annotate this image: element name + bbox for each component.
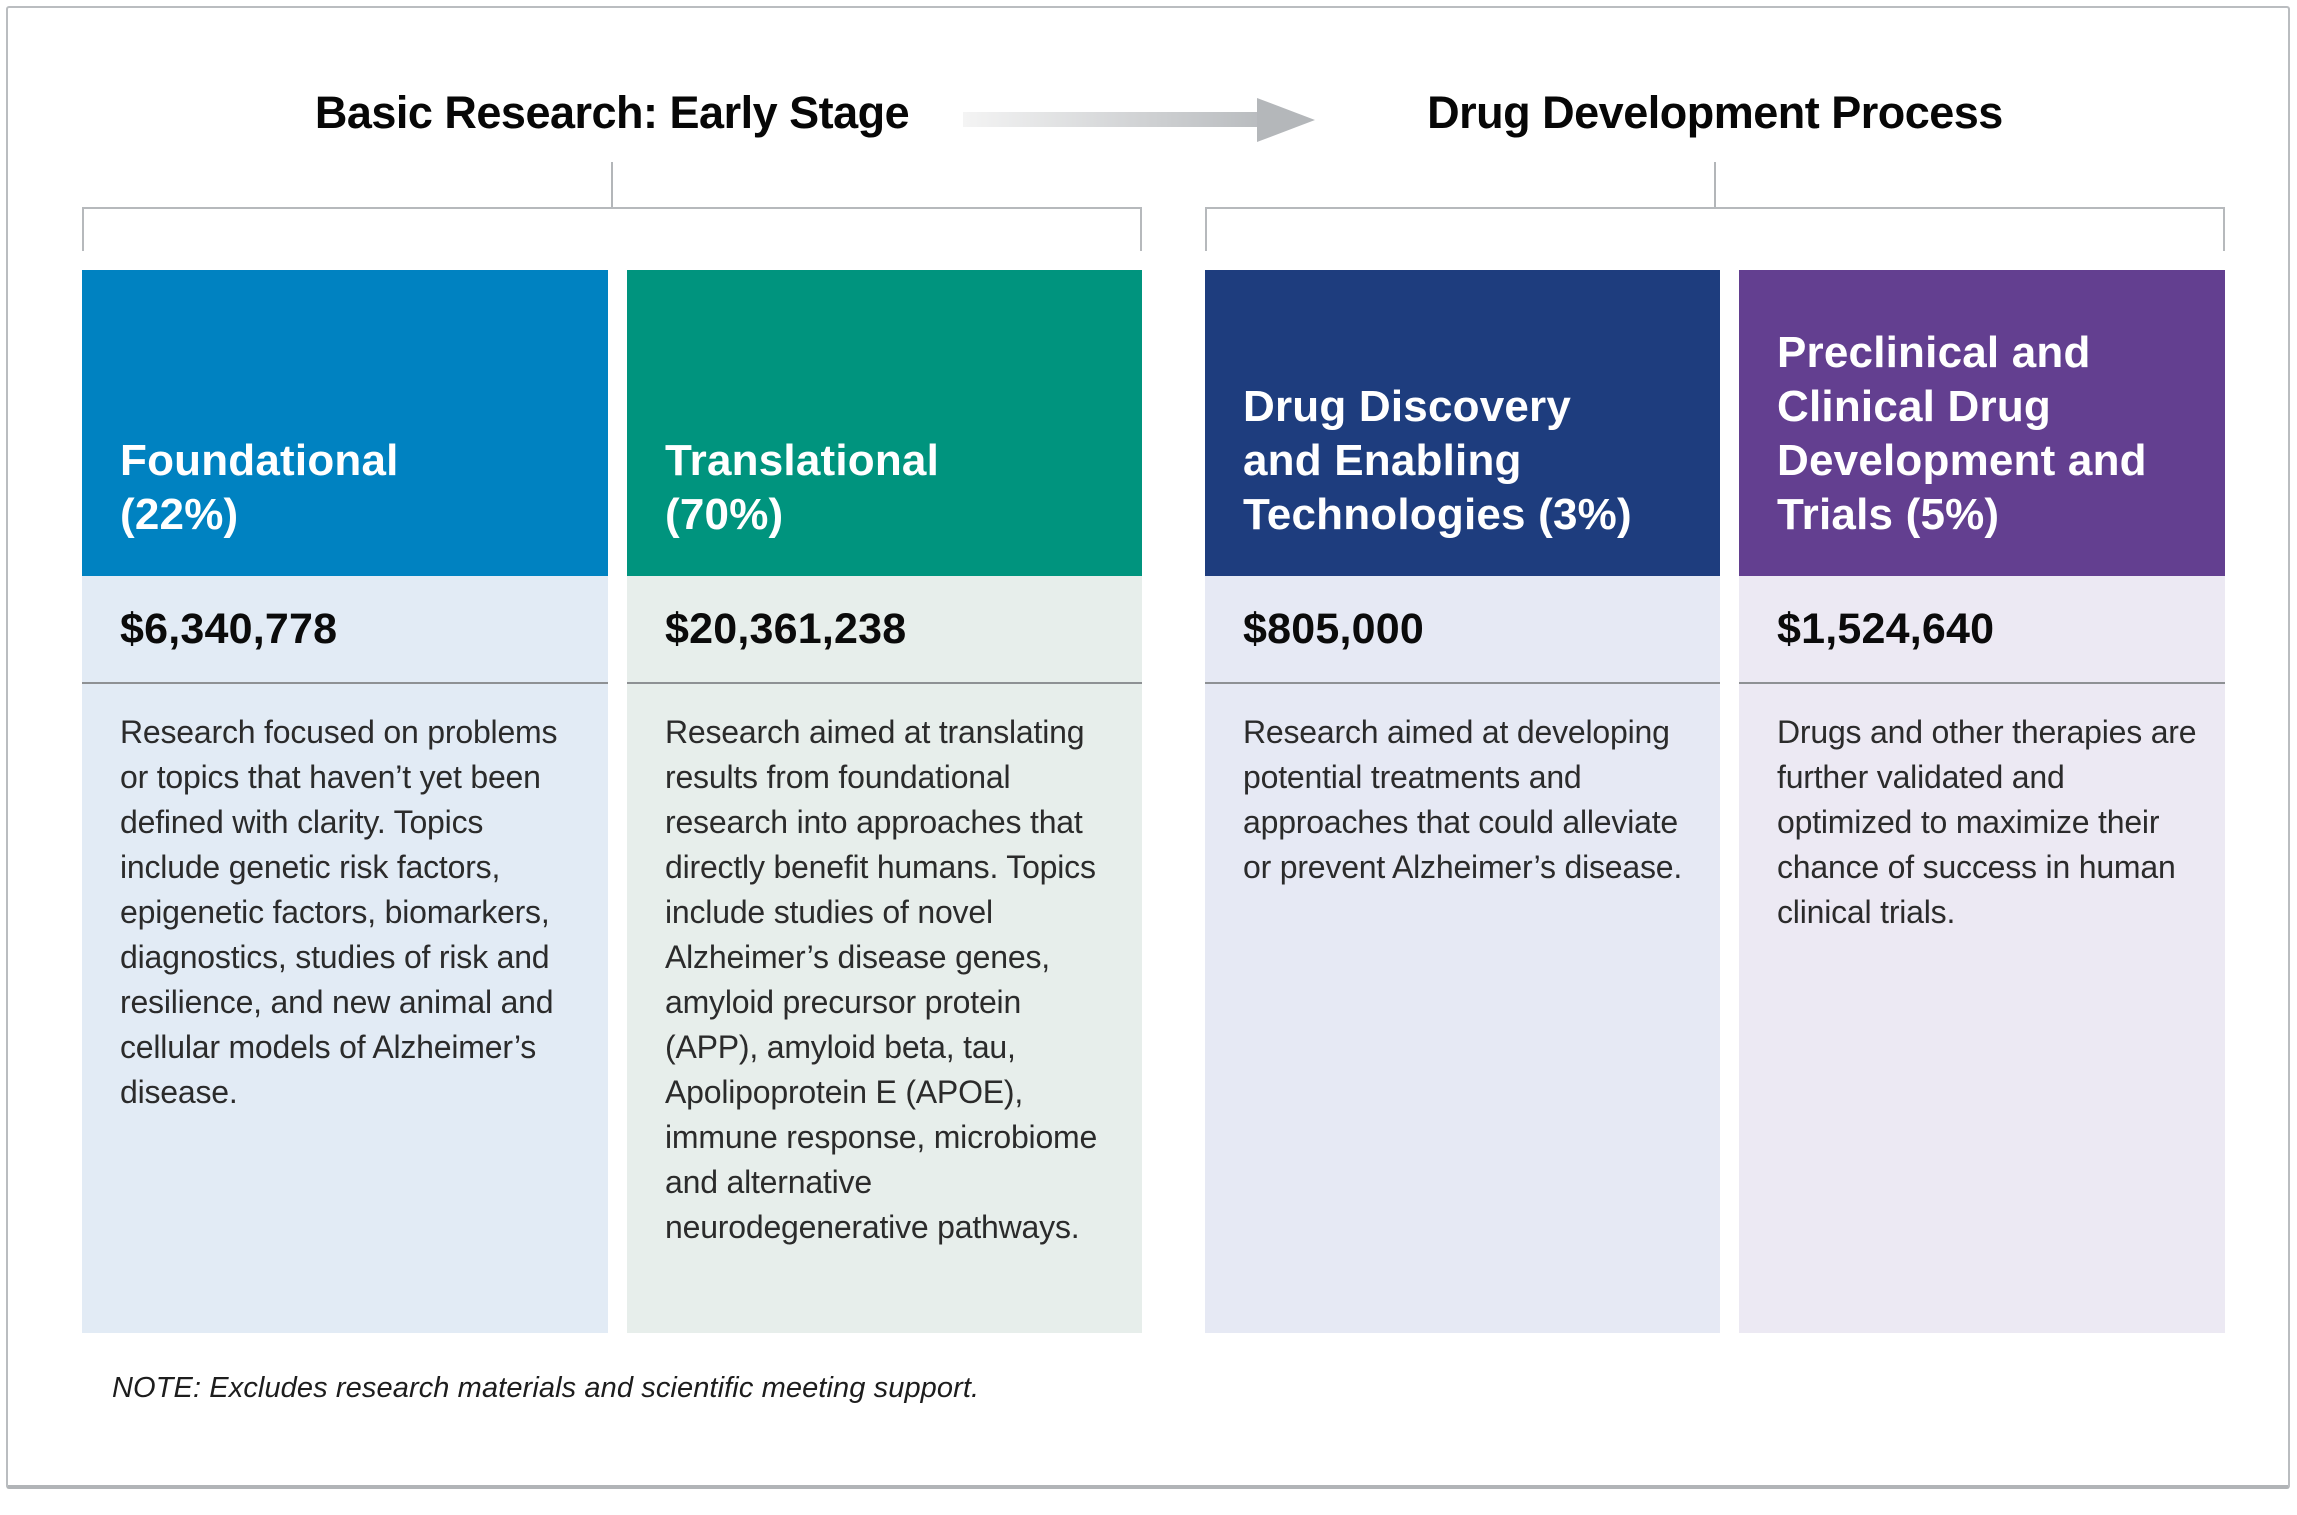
column-description: Research aimed at developing potential t… bbox=[1243, 714, 1683, 885]
amount-strip: $1,524,640 bbox=[1739, 576, 2225, 684]
connector-line-right bbox=[1714, 162, 1716, 208]
footnote: NOTE: Excludes research materials and sc… bbox=[112, 1372, 980, 1404]
column-preclinical-clinical: Preclinical and Clinical Drug Developmen… bbox=[1739, 270, 2225, 1333]
connector-line-left bbox=[611, 162, 613, 208]
column-header: Preclinical and Clinical Drug Developmen… bbox=[1739, 270, 2225, 576]
amount-value: $6,340,778 bbox=[120, 604, 338, 653]
amount-value: $20,361,238 bbox=[665, 604, 907, 653]
column-description: Research focused on problems or topics t… bbox=[120, 714, 558, 1110]
group-bracket-drug-development bbox=[1205, 207, 2225, 251]
column-header: Translational (70%) bbox=[627, 270, 1142, 576]
amount-value: $1,524,640 bbox=[1777, 604, 1995, 653]
group-bracket-basic-research bbox=[82, 207, 1142, 251]
column-header: Drug Discovery and Enabling Technologies… bbox=[1205, 270, 1720, 576]
column-header: Foundational (22%) bbox=[82, 270, 608, 576]
amount-strip: $805,000 bbox=[1205, 576, 1720, 684]
amount-strip: $6,340,778 bbox=[82, 576, 608, 684]
column-title: Preclinical and Clinical Drug Developmen… bbox=[1777, 328, 2147, 539]
section-title-drug-development: Drug Development Process bbox=[1427, 87, 2003, 138]
column-foundational: Foundational (22%) $6,340,778 Research f… bbox=[82, 270, 608, 1333]
column-description-area: Research focused on problems or topics t… bbox=[82, 684, 608, 1333]
column-title: Foundational (22%) bbox=[120, 436, 399, 539]
column-drug-discovery: Drug Discovery and Enabling Technologies… bbox=[1205, 270, 1720, 1333]
column-description-area: Drugs and other therapies are further va… bbox=[1739, 684, 2225, 1333]
column-title: Drug Discovery and Enabling Technologies… bbox=[1243, 382, 1632, 539]
flow-arrow-icon bbox=[963, 112, 1259, 127]
column-description-area: Research aimed at translating results fr… bbox=[627, 684, 1142, 1333]
column-description: Research aimed at translating results fr… bbox=[665, 714, 1098, 1245]
column-title: Translational (70%) bbox=[665, 436, 940, 539]
column-description-area: Research aimed at developing potential t… bbox=[1205, 684, 1720, 1333]
amount-strip: $20,361,238 bbox=[627, 576, 1142, 684]
column-translational: Translational (70%) $20,361,238 Research… bbox=[627, 270, 1142, 1333]
amount-value: $805,000 bbox=[1243, 604, 1424, 653]
page-frame bbox=[6, 6, 2290, 1489]
section-title-basic-research: Basic Research: Early Stage bbox=[314, 87, 910, 138]
column-description: Drugs and other therapies are further va… bbox=[1777, 714, 2197, 930]
flow-arrow-head-icon bbox=[1257, 98, 1315, 142]
